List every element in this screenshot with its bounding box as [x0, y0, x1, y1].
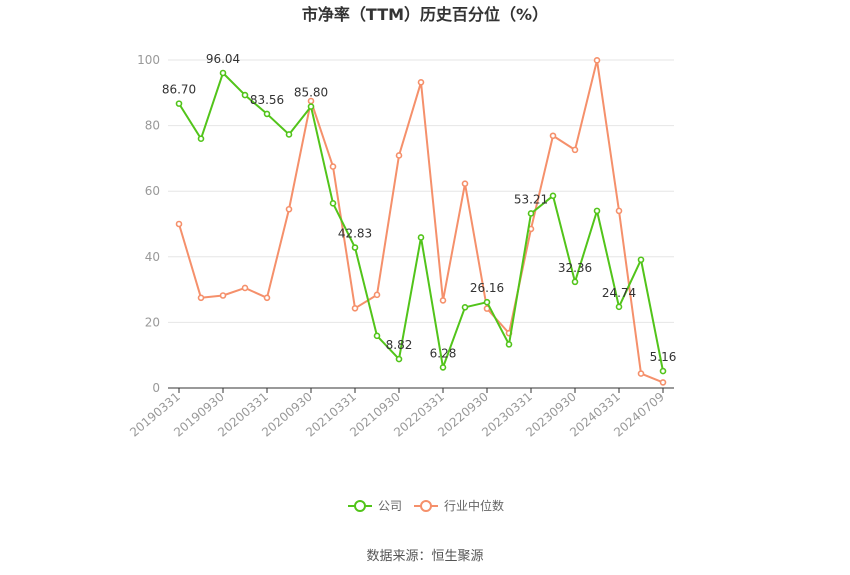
data-point: [373, 291, 381, 299]
data-point: [439, 297, 447, 304]
data-point: [417, 79, 425, 86]
data-point: [395, 152, 403, 159]
data-labels: 86.70 96.04 83.56 85.80 42.83 8.82 6.28 26.16 53…: [162, 52, 677, 364]
y-tick-label: 80: [145, 119, 160, 133]
data-point: [351, 304, 359, 312]
data-point: [285, 205, 293, 213]
data-point: [659, 367, 667, 375]
legend-item-company[interactable]: 公司: [348, 499, 402, 513]
y-tick-label: 40: [145, 250, 160, 264]
data-point: [659, 379, 667, 386]
data-point: [175, 100, 183, 107]
data-point: [637, 370, 645, 377]
data-point: [461, 180, 469, 187]
plot-area: [175, 57, 667, 386]
source-text: 数据来源：恒生聚源: [366, 549, 483, 564]
legend-item-industry-median[interactable]: 行业中位数: [414, 498, 504, 513]
data-point: [373, 332, 381, 340]
y-tick-label: 20: [145, 315, 160, 329]
data-point: [549, 192, 557, 200]
legend-label: 行业中位数: [444, 498, 504, 513]
data-point: [197, 294, 205, 302]
legend-marker: [420, 500, 432, 512]
data-point: [241, 91, 249, 99]
data-point: [505, 341, 513, 348]
data-label: 26.16: [470, 281, 504, 295]
data-label: 53.21: [514, 192, 548, 206]
data-label: 32.36: [558, 261, 592, 275]
series-industry-median: [175, 57, 667, 386]
data-label: 85.80: [294, 86, 328, 100]
data-point: [461, 304, 469, 311]
data-point: [439, 364, 447, 371]
data-point: [285, 131, 293, 138]
legend-marker: [354, 500, 366, 512]
y-tick-label: 0: [152, 381, 160, 395]
data-point: [593, 57, 601, 64]
data-point: [197, 135, 205, 143]
data-label: 86.70: [162, 83, 196, 97]
data-label: 24.74: [602, 286, 636, 300]
data-point: [615, 303, 623, 311]
data-point: [175, 220, 183, 228]
data-point: [219, 292, 227, 299]
data-point: [219, 69, 227, 77]
data-point: [615, 207, 623, 215]
y-tick-label: 100: [137, 53, 160, 67]
data-point: [351, 244, 359, 251]
data-point: [483, 298, 491, 306]
grid: [168, 59, 674, 323]
data-point: [527, 210, 535, 217]
data-label: 6.28: [430, 346, 457, 360]
legend[interactable]: 公司 行业中位数: [348, 498, 504, 513]
series-line: [178, 71, 664, 372]
series-line: [178, 59, 664, 384]
data-point: [329, 200, 337, 207]
legend-label: 公司: [378, 499, 402, 513]
data-label: 42.83: [338, 227, 372, 241]
data-point: [593, 207, 601, 215]
data-point: [571, 146, 579, 154]
data-point: [637, 256, 645, 264]
data-point: [549, 132, 557, 140]
data-label: 83.56: [250, 93, 284, 107]
data-point: [417, 234, 425, 241]
data-point: [395, 355, 403, 363]
data-label: 8.82: [386, 338, 413, 352]
axes: 0204060801002019033120190930202003312020…: [127, 53, 674, 440]
series-company: [175, 69, 667, 375]
data-point: [329, 163, 337, 170]
chart-title: 市净率（TTM）历史百分位（%）: [302, 5, 548, 24]
data-point: [263, 294, 271, 302]
data-point: [263, 110, 271, 118]
data-label: 96.04: [206, 52, 240, 66]
data-label: 5.16: [650, 350, 677, 364]
data-point: [307, 103, 315, 110]
data-point: [571, 278, 579, 286]
y-tick-label: 60: [145, 184, 160, 198]
data-point: [241, 284, 249, 292]
